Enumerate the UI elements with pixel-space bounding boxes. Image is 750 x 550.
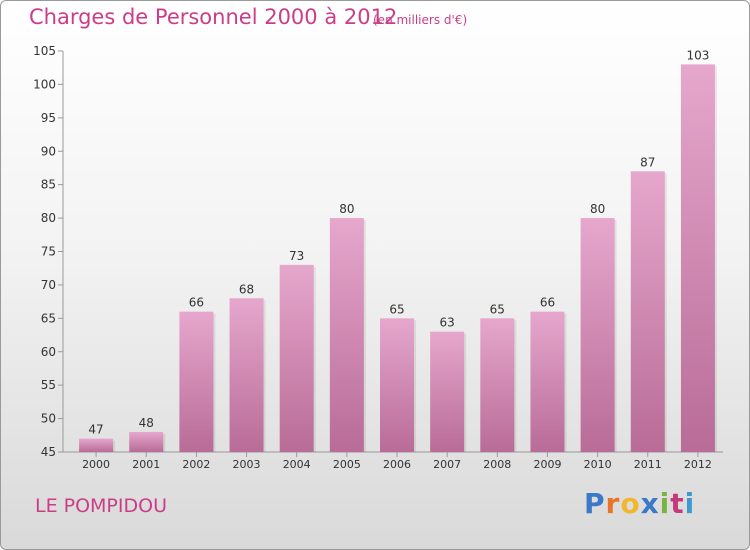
bar [129, 431, 164, 452]
bar-value-label: 65 [389, 302, 404, 316]
bar-value-label: 63 [440, 316, 455, 330]
y-tick-label: 90 [41, 144, 56, 158]
y-tick-label: 100 [33, 77, 56, 91]
logo-letter: i [684, 487, 696, 520]
bar-value-label: 80 [339, 202, 354, 216]
logo-letter: r [605, 487, 621, 520]
x-tick-label: 2010 [584, 458, 612, 471]
y-tick-label: 55 [41, 378, 56, 392]
y-tick-label: 65 [41, 311, 56, 325]
y-tick-label: 80 [41, 211, 56, 225]
bar [329, 218, 364, 452]
chart-title: Charges de Personnel 2000 à 2012 [29, 5, 398, 29]
y-tick-label: 105 [33, 44, 56, 58]
logo-letter: x [640, 487, 660, 520]
x-tick-label: 2005 [333, 458, 361, 471]
commune-name: LE POMPIDOU [35, 495, 167, 517]
bar-value-label: 87 [640, 155, 655, 169]
x-tick-label: 2009 [533, 458, 561, 471]
y-tick-label: 60 [41, 345, 56, 359]
bar [680, 64, 715, 452]
bar-value-label: 80 [590, 202, 605, 216]
x-tick-label: 2007 [433, 458, 461, 471]
bar [279, 264, 314, 452]
bar-value-label: 66 [540, 296, 555, 310]
x-tick-label: 2008 [483, 458, 511, 471]
x-tick-label: 2003 [233, 458, 261, 471]
y-tick-label: 70 [41, 278, 56, 292]
bar [630, 171, 665, 453]
x-tick-label: 2006 [383, 458, 411, 471]
bar [179, 311, 214, 452]
y-tick-label: 95 [41, 111, 56, 125]
x-tick-label: 2002 [182, 458, 210, 471]
bar-value-label: 47 [88, 423, 103, 437]
bar [480, 318, 515, 452]
x-tick-label: 2000 [82, 458, 110, 471]
bar [79, 438, 114, 452]
logo-letter: i [659, 487, 671, 520]
x-tick-label: 2011 [634, 458, 662, 471]
bar [380, 318, 414, 452]
x-tick-label: 2001 [132, 458, 160, 471]
y-tick-label: 75 [41, 245, 56, 259]
bar [580, 218, 615, 452]
y-tick-label: 50 [41, 412, 56, 426]
bar-value-label: 68 [239, 282, 254, 296]
bar-value-label: 66 [189, 296, 204, 310]
bar [229, 298, 264, 452]
x-tick-label: 2012 [684, 458, 712, 471]
logo-letter: t [670, 487, 685, 520]
bar [530, 311, 565, 452]
bar-value-label: 48 [139, 416, 154, 430]
bar-value-label: 65 [490, 302, 505, 316]
y-tick-label: 45 [41, 445, 56, 459]
bar [430, 331, 465, 452]
chart-subtitle: (en milliers d'€) [373, 13, 468, 27]
proxiti-logo: Proxiti [584, 487, 695, 520]
logo-letter: P [584, 487, 606, 520]
x-tick-label: 2004 [283, 458, 311, 471]
logo-letter: o [620, 487, 641, 520]
y-tick-label: 85 [41, 178, 56, 192]
bar-value-label: 73 [289, 249, 304, 263]
bar-value-label: 103 [686, 48, 709, 62]
